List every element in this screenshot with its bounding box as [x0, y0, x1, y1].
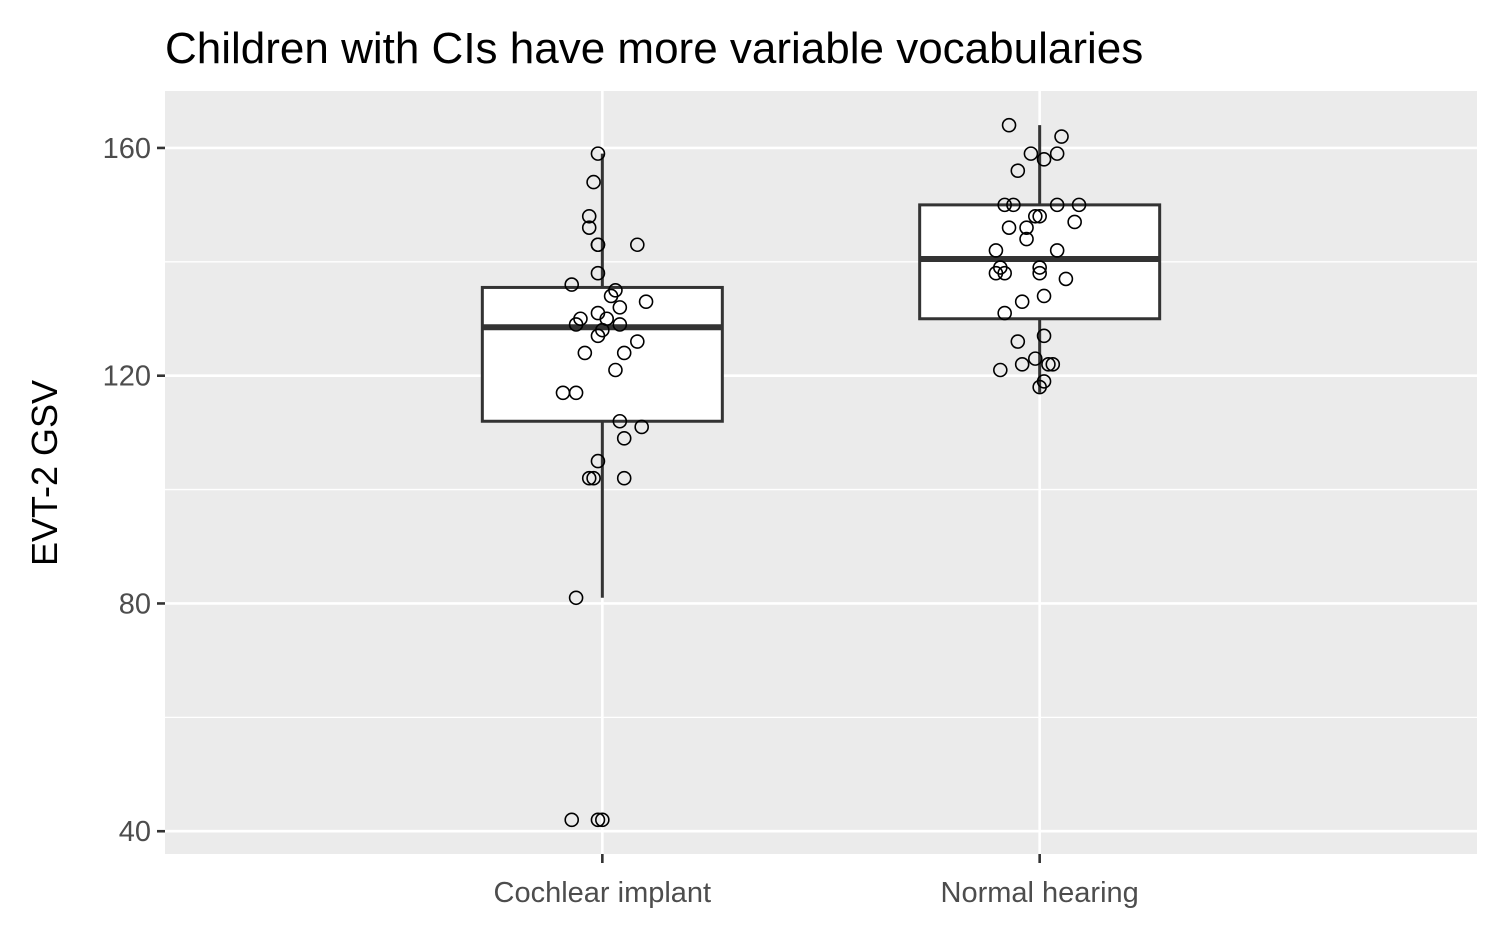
data-point: [1049, 146, 1065, 161]
plot-panel: [165, 91, 1477, 854]
data-point: [590, 453, 606, 469]
data-point: [1036, 152, 1052, 167]
data-point: [586, 174, 601, 190]
y-axis-title: EVT-2 GSV: [24, 380, 65, 566]
data-point: [1019, 220, 1034, 235]
grid-major: [165, 91, 1477, 854]
y-axis: 40 80 120 160: [103, 133, 165, 848]
data-point: [595, 812, 610, 828]
y-tick-label: 160: [103, 133, 151, 165]
data-point: [1067, 214, 1082, 230]
data-point: [564, 812, 580, 828]
data-point: [586, 470, 601, 486]
y-tick-label: 40: [119, 816, 151, 848]
data-point: [590, 146, 606, 161]
data-point: [568, 590, 584, 606]
data-point: [993, 362, 1008, 378]
data-point: [1058, 271, 1074, 287]
data-point: [638, 294, 654, 309]
x-axis: Cochlear implant Normal hearing: [494, 854, 1139, 909]
data-point: [1001, 220, 1017, 235]
data-point: [590, 328, 606, 344]
box-iqr: [480, 285, 724, 423]
data-points: [555, 117, 1087, 828]
data-point: [1027, 208, 1043, 224]
data-point: [1014, 357, 1030, 372]
data-point: [568, 385, 584, 401]
data-point: [1071, 197, 1087, 213]
data-point: [997, 265, 1012, 281]
data-point: [564, 277, 580, 292]
data-point: [1049, 197, 1065, 213]
x-tick-label: Cochlear implant: [494, 877, 712, 909]
data-point: [988, 243, 1004, 258]
data-point: [590, 237, 606, 253]
data-point: [1023, 146, 1039, 161]
data-point: [1010, 334, 1026, 349]
data-point: [581, 220, 597, 235]
data-point: [568, 317, 584, 332]
data-point: [616, 470, 632, 486]
data-point: [1010, 163, 1026, 179]
boxplot-cochlear-implant: [480, 153, 724, 598]
data-point: [577, 345, 593, 361]
data-point: [988, 265, 1004, 281]
data-point: [581, 470, 597, 486]
data-point: [581, 208, 597, 224]
data-point: [1036, 328, 1052, 344]
data-point: [634, 419, 649, 435]
y-tick-label: 120: [103, 361, 151, 393]
data-point: [616, 431, 632, 446]
data-point: [1032, 265, 1047, 281]
data-point: [1006, 197, 1021, 213]
data-point: [1054, 129, 1069, 144]
data-point: [612, 317, 628, 332]
data-point: [1045, 357, 1061, 372]
data-point: [603, 288, 619, 304]
data-point: [590, 265, 606, 281]
data-point: [630, 334, 645, 349]
x-tick-label: Normal hearing: [941, 877, 1139, 909]
data-point: [1032, 208, 1047, 224]
data-point: [1027, 351, 1043, 366]
data-point: [590, 812, 606, 828]
data-point: [997, 197, 1012, 213]
data-point: [1041, 357, 1056, 372]
data-point: [1049, 243, 1065, 258]
data-point: [1032, 379, 1047, 395]
chart-title: Children with CIs have more variable voc…: [165, 24, 1143, 73]
data-point: [1019, 231, 1034, 247]
data-point: [997, 305, 1012, 321]
data-point: [630, 237, 645, 253]
data-point: [608, 362, 623, 378]
data-point: [616, 345, 632, 361]
data-point: [612, 300, 628, 315]
grid-minor: [165, 261, 1477, 718]
y-tick-label: 80: [119, 588, 151, 620]
data-point: [1014, 294, 1030, 309]
data-point: [1036, 288, 1052, 304]
data-point: [1032, 260, 1047, 275]
data-point: [1001, 117, 1017, 133]
data-point: [612, 413, 628, 429]
